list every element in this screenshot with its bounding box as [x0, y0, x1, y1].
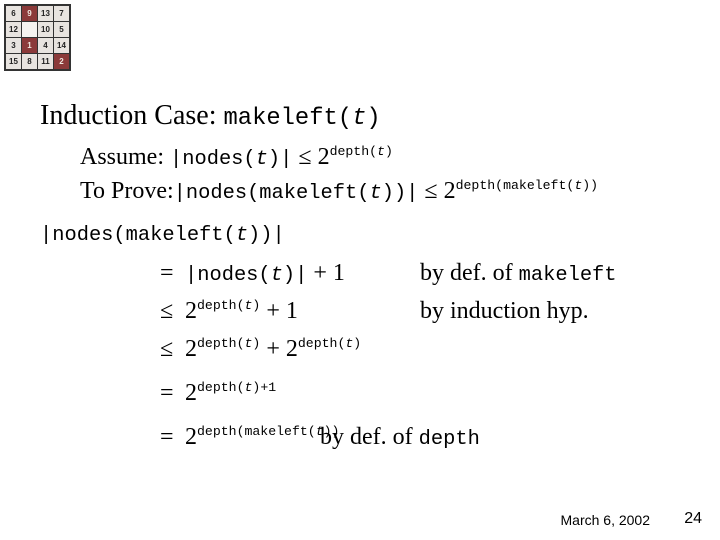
puzzle-cell: 13 [38, 6, 53, 21]
puzzle-cell: 5 [54, 22, 69, 37]
toprove-line: To Prove:|nodes(makeleft(t))| ≤ 2depth(m… [80, 178, 598, 205]
puzzle-cell: 4 [38, 38, 53, 53]
puzzle-cell: 1 [22, 38, 37, 53]
proof-step-body: 2depth(t)+1 [185, 380, 276, 407]
proof-step-reason: by def. of depth [320, 424, 480, 451]
proof-step-body: 2depth(makeleft(t)) [185, 424, 339, 451]
puzzle-grid: 691371210531414158112 [4, 4, 71, 71]
proof-step-op: = [160, 424, 174, 451]
puzzle-cell: 14 [54, 38, 69, 53]
proof-step-op: ≤ [160, 336, 173, 363]
puzzle-cell: 15 [6, 54, 21, 69]
proof-step-body: 2depth(t) + 2depth(t) [185, 336, 361, 363]
puzzle-cell [22, 22, 37, 37]
footer-page-number: 24 [684, 510, 702, 528]
puzzle-cell: 6 [6, 6, 21, 21]
lhs-restate: |nodes(makeleft(t))| [40, 220, 285, 247]
puzzle-cell: 12 [6, 22, 21, 37]
puzzle-cell: 3 [6, 38, 21, 53]
puzzle-cell: 10 [38, 22, 53, 37]
footer-date: March 6, 2002 [561, 512, 651, 528]
assume-line: Assume: |nodes(t)| ≤ 2depth(t) [80, 144, 393, 171]
proof-step-op: = [160, 260, 174, 287]
puzzle-cell: 2 [54, 54, 69, 69]
puzzle-cell: 11 [38, 54, 53, 69]
proof-step-body: |nodes(t)| + 1 [185, 260, 345, 287]
proof-step-op: = [160, 380, 174, 407]
induction-case-heading: Induction Case: makeleft(t) [40, 100, 381, 132]
proof-step-op: ≤ [160, 298, 173, 325]
proof-step-reason: by induction hyp. [420, 298, 589, 325]
proof-step-reason: by def. of makeleft [420, 260, 617, 287]
puzzle-cell: 9 [22, 6, 37, 21]
puzzle-cell: 7 [54, 6, 69, 21]
proof-step-body: 2depth(t) + 1 [185, 298, 298, 325]
puzzle-cell: 8 [22, 54, 37, 69]
